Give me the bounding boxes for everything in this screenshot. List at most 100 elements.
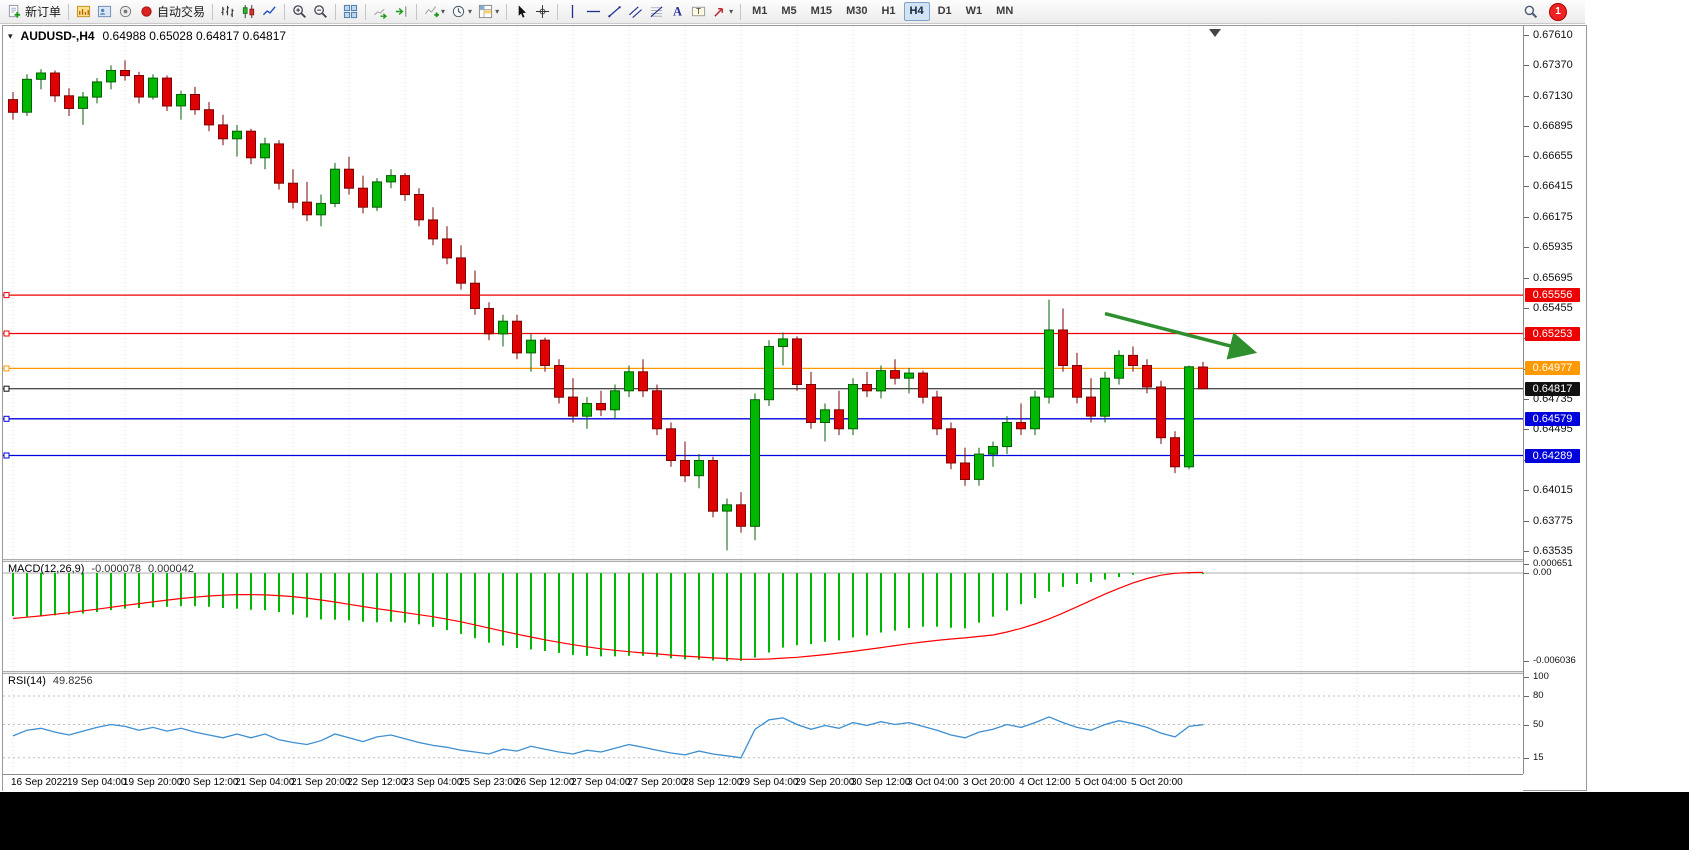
price-axis[interactable]: 0.67610 0.67370 0.67130 0.66895 0.66655 0.664… [1523,26,1586,774]
candlestick-chart-button[interactable] [238,2,259,22]
candle [666,422,676,467]
templates-button[interactable]: ▾ [475,2,502,22]
horizontal-line-button[interactable] [583,2,604,22]
panel-splitter[interactable] [3,559,1586,562]
macd-main-value: -0.000078 [91,563,141,575]
macd-plot-area[interactable] [3,562,1523,671]
zoom-in-icon [293,5,307,18]
candle [918,370,928,404]
dropdown-caret-icon[interactable]: ▾ [441,7,446,16]
periods-button[interactable]: ▾ [448,2,475,22]
time-label: 3 Oct 04:00 [907,777,959,788]
toolbar-right-group: 1 [1520,2,1581,22]
timeframe-h1[interactable]: H1 [881,5,896,17]
dropdown-caret-icon[interactable]: ▾ [468,7,473,16]
zoom-in-button[interactable] [289,2,310,22]
search-button[interactable] [1520,2,1541,22]
rsi-line [12,716,1204,759]
time-label: 25 Sep 23:00 [459,777,519,788]
trend-line-button[interactable] [604,2,625,22]
candle [526,333,536,372]
toolbar-separator [557,3,559,20]
candle [582,397,592,429]
timeframe-w1[interactable]: W1 [965,5,983,17]
timeframe-h4[interactable]: H4 [903,2,930,21]
candle [148,74,158,100]
candle [1044,299,1054,404]
time-label: 21 Sep 04:00 [235,777,295,788]
timeframe-m1[interactable]: M1 [752,5,768,17]
toolbar-separator [335,3,337,20]
chart-header: ▾ AUDUSD-,H4 0.64988 0.65028 0.64817 0.6… [8,29,286,43]
price-tick: 0.65455 [1524,302,1573,314]
dropdown-caret-icon[interactable]: ▾ [729,7,734,16]
candle [1198,361,1208,390]
chart-shift-marker-icon[interactable] [1209,29,1221,37]
main-toolbar: 新订单 自动交易 ▾ ▾ ▾ A T ▾ M1 M5 M15 M30 H1 H4 D1 W1 MN 1 [0,0,1585,24]
auto-scroll-icon [374,8,388,19]
candlestick-plot-area[interactable] [3,26,1523,559]
time-label: 19 Sep 20:00 [123,777,183,788]
time-label: 27 Sep 20:00 [627,777,687,788]
price-tick: 0.63535 [1524,545,1573,557]
rsi-plot-area[interactable] [3,674,1523,774]
new-order-button[interactable]: 新订单 [4,2,64,22]
chart-windows-button[interactable] [73,2,94,22]
crosshair-button[interactable] [532,2,553,22]
rsi-header: RSI(14) 49.8256 [8,675,93,687]
candle [120,60,130,81]
arrows-button[interactable]: ▾ [709,2,736,22]
zoom-out-button[interactable] [310,2,331,22]
profiles-button[interactable] [94,2,115,22]
bar-chart-button[interactable] [217,2,238,22]
candle [204,102,214,132]
candle [554,359,564,404]
time-label: 28 Sep 12:00 [683,777,743,788]
candle [470,270,480,315]
time-axis[interactable]: 16 Sep 2022 19 Sep 04:00 19 Sep 20:00 20 Se… [3,774,1523,791]
dropdown-caret-icon[interactable]: ▾ [495,7,500,16]
tile-windows-button[interactable] [340,2,361,22]
price-tick: 0.64495 [1524,423,1573,435]
periods-icon [452,5,465,18]
price-tick: 0.66895 [1524,120,1573,132]
timeframe-mn[interactable]: MN [996,5,1014,17]
candle [302,181,312,222]
svg-text:T: T [696,7,701,16]
time-label: 3 Oct 20:00 [963,777,1015,788]
rsi-label: RSI(14) [8,675,46,687]
zoom-out-icon [314,5,328,18]
candle [92,78,102,104]
candle [890,359,900,385]
chart-window: ▾ AUDUSD-,H4 0.64988 0.65028 0.64817 0.6… [2,25,1587,791]
trend-line-icon [608,6,621,18]
trend-arrow-annotation[interactable] [1104,311,1258,360]
candle [400,173,410,201]
cursor-button[interactable] [511,2,532,22]
candle [876,365,886,399]
candle [386,169,396,189]
auto-scroll-button[interactable] [370,2,391,22]
timeframe-m15[interactable]: M15 [810,5,833,17]
quick-trade-caret-icon[interactable]: ▾ [8,31,13,41]
candle [134,71,144,104]
vertical-line-button[interactable] [562,2,583,22]
news-button[interactable] [115,2,136,22]
text-label-button[interactable]: T [688,2,709,22]
candle [1114,350,1124,385]
indicators-button[interactable]: ▾ [421,2,448,22]
text-button[interactable]: A [667,2,688,22]
candle [246,128,256,165]
time-label: 29 Sep 20:00 [795,777,855,788]
chart-shift-button[interactable] [391,2,412,22]
autotrading-button[interactable]: 自动交易 [136,2,208,22]
timeframe-m30[interactable]: M30 [846,5,868,17]
equidistant-channel-button[interactable] [625,2,646,22]
candle [316,194,326,227]
timeframe-d1[interactable]: D1 [937,5,952,17]
timeframe-m5[interactable]: M5 [781,5,797,17]
fibonacci-button[interactable] [646,2,667,22]
notification-badge[interactable]: 1 [1549,2,1567,21]
panel-splitter[interactable] [3,671,1586,674]
line-chart-button[interactable] [259,2,280,22]
